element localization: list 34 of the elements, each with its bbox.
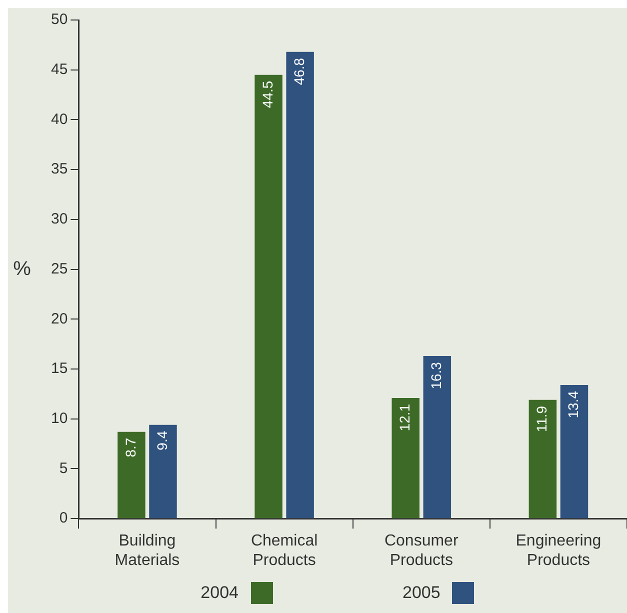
y-tick-label: 25	[50, 260, 68, 278]
data-label: 13.4	[565, 390, 582, 418]
data-label: 44.5	[259, 80, 276, 108]
x-tick-label: Engineering Products	[516, 532, 602, 569]
y-tick-label: 35	[50, 160, 68, 178]
legend-label: 2005	[402, 583, 440, 603]
y-tick-label: 5	[59, 460, 68, 477]
x-tick-label: Chemical Products	[250, 532, 318, 569]
data-label: 46.8	[290, 58, 307, 86]
bar	[528, 400, 557, 518]
data-label: 11.9	[534, 406, 550, 432]
bar	[560, 384, 588, 518]
bar	[149, 424, 177, 518]
y-tick-label: 15	[50, 360, 68, 378]
y-tick-label: 10	[50, 410, 68, 428]
legend-label: 2004	[200, 583, 238, 603]
data-label: 9.4	[154, 430, 170, 450]
data-label: 12.1	[396, 404, 412, 432]
data-label: 8.7	[122, 438, 138, 458]
bar	[286, 52, 314, 518]
y-tick-label: 45	[50, 61, 68, 78]
bar	[392, 398, 420, 518]
bar	[254, 74, 282, 518]
bar	[423, 356, 452, 518]
data-label: 16.3	[428, 362, 444, 390]
y-tick-label: 20	[50, 310, 68, 328]
bar	[118, 432, 146, 518]
y-axis-title: %	[13, 258, 32, 280]
y-tick-label: 30	[50, 210, 68, 228]
y-tick-label: 0	[59, 510, 68, 527]
y-tick-label: 40	[50, 110, 68, 128]
x-tick-label: Consumer Products	[384, 532, 459, 569]
y-tick-label: 50	[50, 11, 68, 28]
x-tick-label: Building Materials	[114, 532, 180, 569]
